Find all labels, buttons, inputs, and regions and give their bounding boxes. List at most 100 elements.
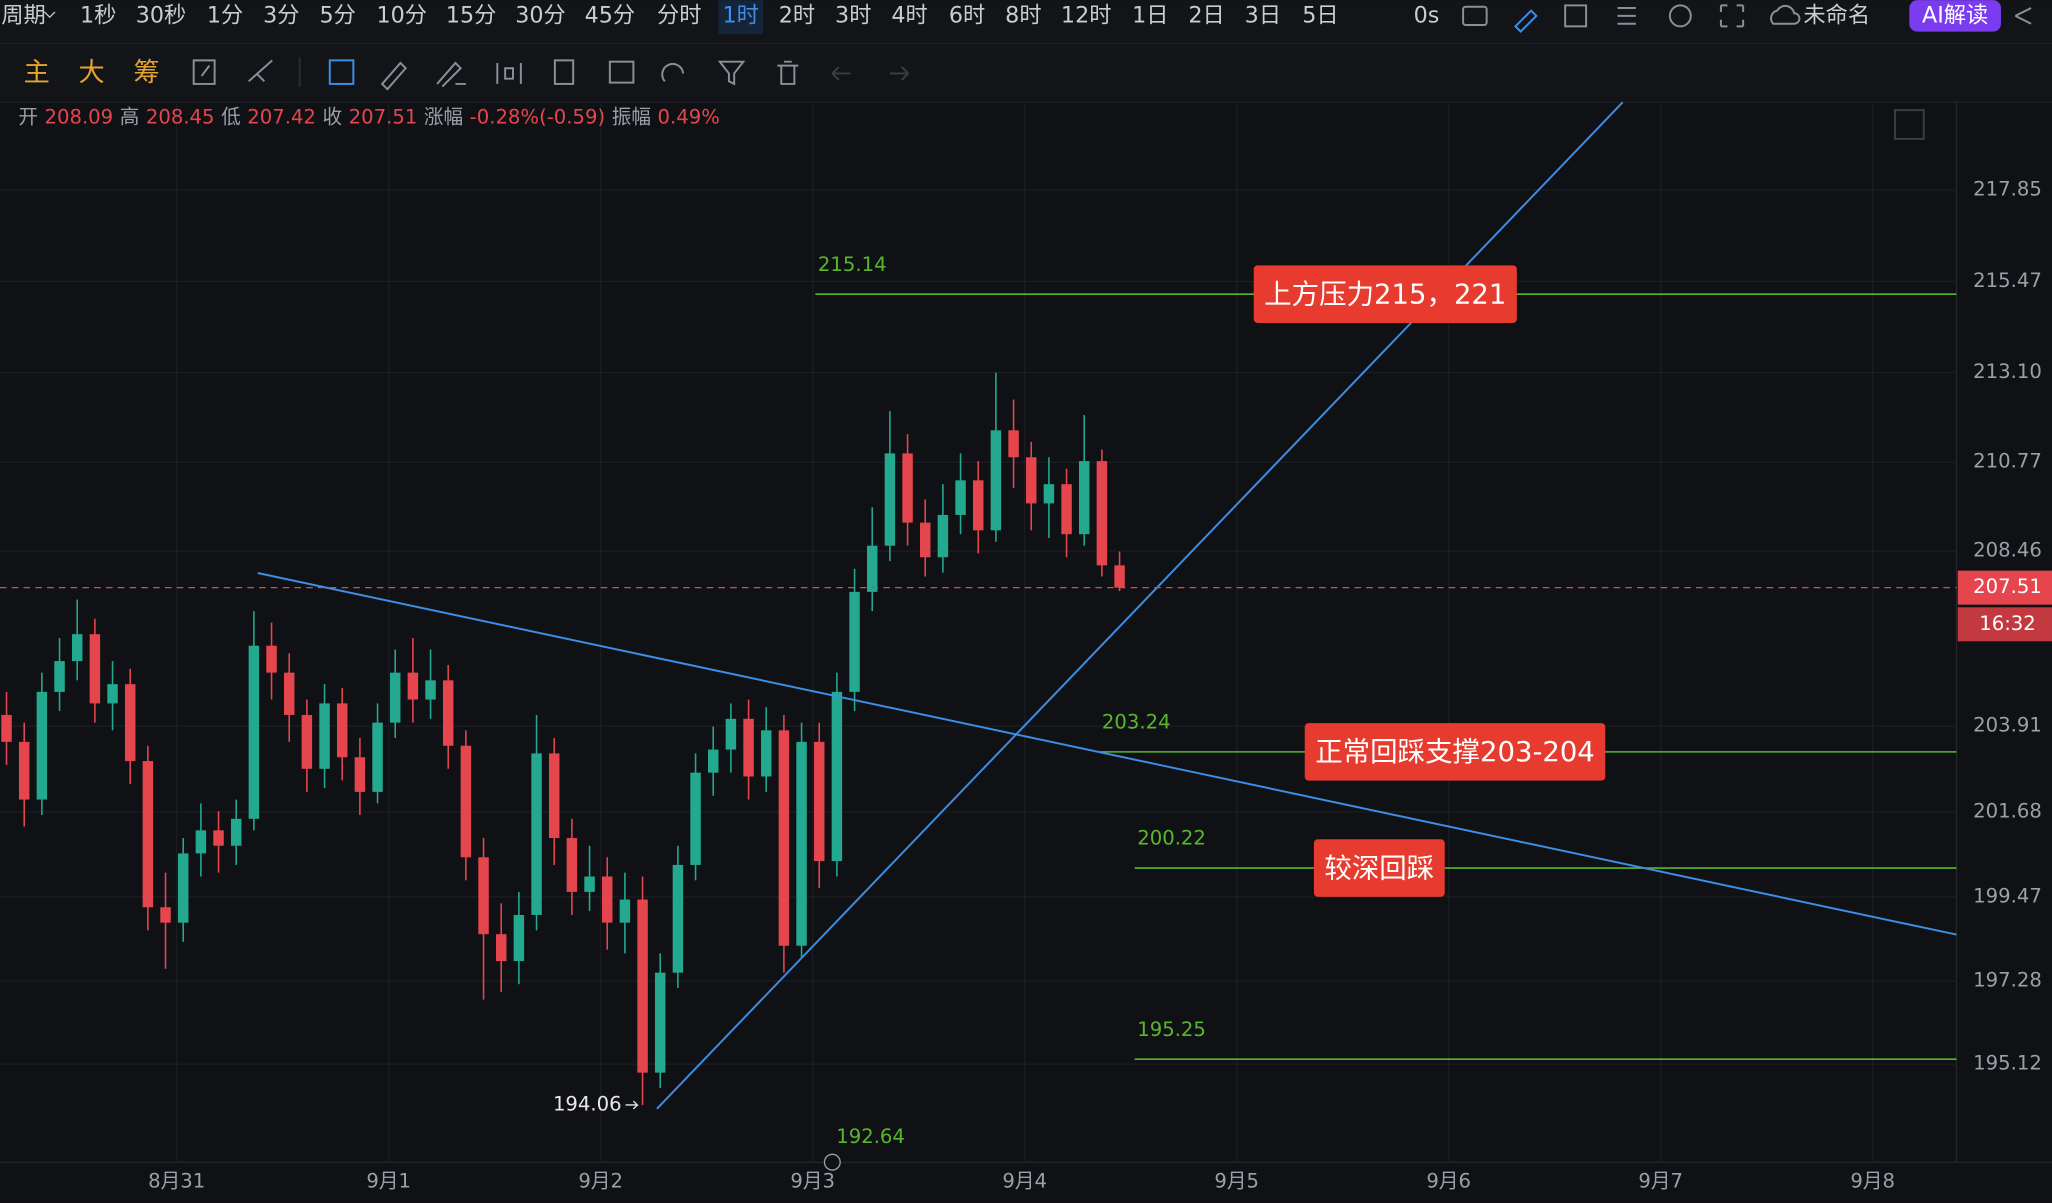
- tool-icon[interactable]: [661, 62, 685, 82]
- candle-body: [319, 703, 330, 769]
- candle-body: [336, 703, 348, 758]
- candle-body: [160, 907, 171, 923]
- period-button[interactable]: 5日: [1302, 2, 1338, 28]
- price-marker: [823, 1153, 841, 1171]
- period-button[interactable]: 3分: [263, 2, 299, 28]
- x-tick-label: 9月8: [1850, 1169, 1895, 1192]
- tool-icon[interactable]: [247, 59, 273, 83]
- ohlc-value: 207.42: [247, 105, 316, 128]
- layout-name[interactable]: 未命名: [1803, 2, 1870, 28]
- y-tick-label: 210.77: [1973, 450, 2042, 473]
- redo-icon[interactable]: [889, 66, 909, 81]
- candle-body: [230, 818, 242, 846]
- candle-body: [919, 522, 931, 558]
- period-button[interactable]: 6时: [949, 2, 985, 28]
- x-tick-label: 9月4: [1002, 1169, 1047, 1192]
- ohlc-value: 207.51: [349, 105, 418, 128]
- period-button[interactable]: 30分: [515, 2, 566, 28]
- toolbar-icons[interactable]: [192, 4, 2032, 140]
- timer: 0s: [1414, 2, 1440, 28]
- candle-body: [619, 899, 631, 923]
- draw-icon[interactable]: [1514, 9, 1538, 33]
- period-button[interactable]: 3日: [1245, 2, 1281, 28]
- level-label: 195.25: [1137, 1018, 1206, 1041]
- level-label: 215.14: [818, 253, 887, 276]
- low-arrow: [625, 1100, 639, 1110]
- period-button[interactable]: 8时: [1005, 2, 1041, 28]
- y-tick-label: 201.68: [1973, 799, 2042, 822]
- candle-body: [1096, 461, 1108, 566]
- ai-button-bg[interactable]: [1909, 0, 2001, 32]
- candle-body: [531, 753, 542, 915]
- period-button[interactable]: 3时: [835, 2, 871, 28]
- indicator-button[interactable]: 筹: [133, 58, 159, 88]
- settings-icon[interactable]: [1668, 4, 1692, 28]
- candle-body: [884, 453, 896, 546]
- period-button[interactable]: 12时: [1061, 2, 1112, 28]
- candle-body: [937, 514, 949, 558]
- last-price-bg: [1957, 570, 2052, 605]
- candle-body: [760, 730, 772, 777]
- candle-body: [513, 914, 525, 962]
- period-button[interactable]: 周期: [1, 2, 45, 28]
- period-button[interactable]: 1秒: [80, 2, 116, 28]
- y-tick-label: 197.28: [1973, 969, 2042, 992]
- list-icon[interactable]: [1617, 7, 1636, 25]
- period-button[interactable]: 5分: [319, 2, 355, 28]
- period-button[interactable]: 4时: [891, 2, 927, 28]
- period-button[interactable]: 30秒: [136, 2, 187, 28]
- ohlc-label: 振幅: [612, 105, 651, 128]
- period-button[interactable]: 45分: [585, 2, 636, 28]
- tool-icon[interactable]: [553, 59, 575, 85]
- candle-body: [601, 876, 613, 923]
- indicator-button[interactable]: 主: [24, 58, 50, 88]
- indicator-button[interactable]: 大: [79, 58, 105, 88]
- undo-icon[interactable]: [831, 66, 851, 81]
- candle-body: [301, 714, 313, 769]
- annotation-text: 正常回踩支撑203-204: [1315, 736, 1595, 768]
- pen-icon[interactable]: [436, 61, 466, 88]
- period-button[interactable]: 15分: [446, 2, 497, 28]
- candle-body: [195, 830, 207, 854]
- candle-body: [1008, 430, 1019, 458]
- tool-icon[interactable]: [328, 59, 355, 85]
- candle-body: [1, 714, 12, 742]
- share-icon[interactable]: [2014, 7, 2032, 25]
- period-button[interactable]: 1分: [207, 2, 243, 28]
- period-button[interactable]: 10分: [376, 2, 427, 28]
- cloud-icon[interactable]: [1770, 4, 1801, 25]
- camera-icon[interactable]: [1462, 5, 1488, 27]
- ruler-icon[interactable]: [380, 61, 408, 91]
- x-tick-label: 9月1: [366, 1169, 411, 1192]
- period-button[interactable]: 1日: [1132, 2, 1168, 28]
- candle-body: [831, 691, 843, 862]
- expand-icon[interactable]: [1893, 109, 1925, 140]
- price-marker-label: 192.64: [836, 1125, 905, 1148]
- layout-icon[interactable]: [1564, 4, 1588, 28]
- delete-icon[interactable]: [777, 60, 799, 85]
- ohlc-label: 开: [18, 105, 38, 128]
- candle-body: [36, 691, 48, 800]
- fullscreen-icon[interactable]: [1719, 4, 1745, 28]
- candle-body: [107, 684, 118, 704]
- candle-icon[interactable]: [496, 62, 522, 84]
- period-button[interactable]: 2时: [779, 2, 815, 28]
- ai-button[interactable]: AI解读: [1922, 2, 1988, 28]
- candle-body: [266, 645, 277, 673]
- period-button[interactable]: 分时: [657, 2, 701, 28]
- period-button[interactable]: 1时: [723, 2, 759, 28]
- period-button[interactable]: 2日: [1188, 2, 1224, 28]
- filter-icon[interactable]: [717, 60, 746, 86]
- x-tick-label: 9月5: [1214, 1169, 1259, 1192]
- candle-body: [18, 741, 30, 800]
- ohlc-value: 208.09: [44, 105, 113, 128]
- candle-body: [213, 830, 224, 846]
- tool-icon[interactable]: [608, 60, 635, 84]
- candle-body: [460, 745, 472, 858]
- candle-body: [407, 672, 419, 700]
- tool-icon[interactable]: [192, 59, 216, 85]
- candle-body: [283, 672, 295, 715]
